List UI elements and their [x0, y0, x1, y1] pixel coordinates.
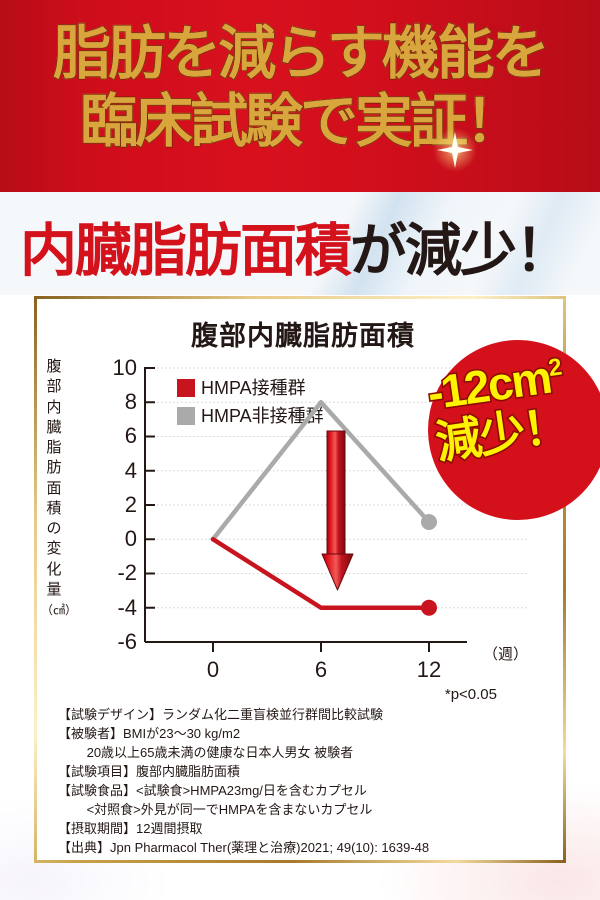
svg-text:0: 0 — [207, 657, 219, 682]
svg-text:-4: -4 — [117, 595, 137, 620]
svg-text:-2: -2 — [117, 560, 137, 585]
svg-text:10: 10 — [113, 355, 137, 380]
svg-text:HMPA接種群: HMPA接種群 — [201, 378, 306, 398]
svg-text:*p<0.05: *p<0.05 — [445, 686, 497, 703]
svg-text:4: 4 — [125, 458, 137, 483]
svg-text:6: 6 — [125, 423, 137, 448]
svg-text:6: 6 — [315, 657, 327, 682]
svg-text:0: 0 — [125, 526, 137, 551]
svg-text:（週）: （週） — [483, 646, 528, 663]
svg-text:8: 8 — [125, 389, 137, 414]
svg-text:-6: -6 — [117, 629, 137, 654]
svg-text:12: 12 — [417, 657, 441, 682]
svg-text:2: 2 — [125, 492, 137, 517]
